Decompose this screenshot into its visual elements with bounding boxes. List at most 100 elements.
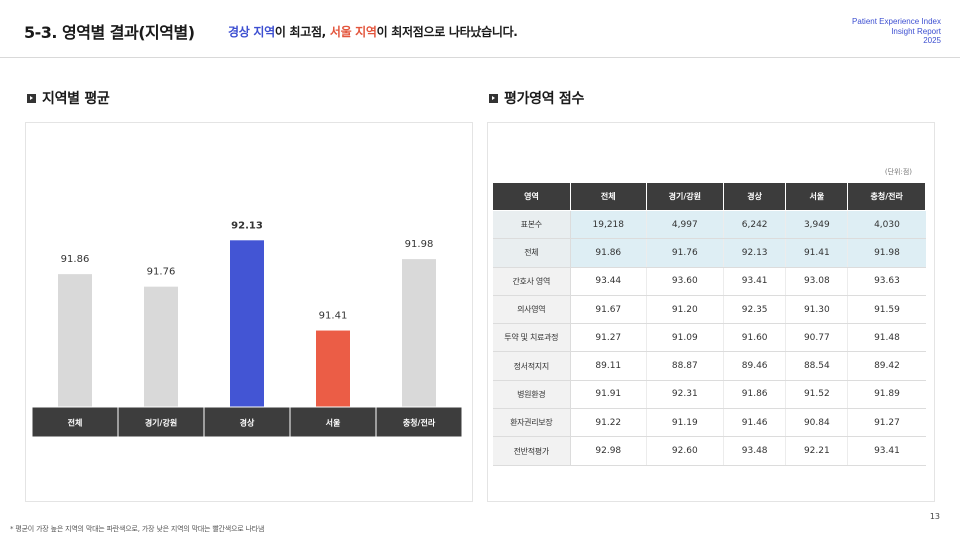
table-cell: 6,242 bbox=[723, 210, 787, 240]
column-header: 전체 bbox=[570, 182, 647, 211]
table-row: 의사영역 91.67 91.20 92.35 91.30 91.59 bbox=[492, 295, 926, 325]
table-cell: 93.48 bbox=[723, 436, 787, 466]
category-band bbox=[31, 406, 119, 438]
table-cell: 89.11 bbox=[570, 351, 647, 381]
table-cell: 88.87 bbox=[646, 351, 725, 381]
table-cell: 4,030 bbox=[847, 210, 926, 240]
left-section-heading: 지역별 평균 bbox=[27, 88, 110, 108]
table-header-row: 영역 전체 경기/강원 경상 서울 충청/전라 bbox=[492, 182, 926, 211]
bar-value-label: 91.86 bbox=[61, 254, 90, 265]
table-cell: 91.67 bbox=[570, 295, 647, 325]
table-cell: 91.86 bbox=[570, 238, 647, 268]
table-cell: 91.48 bbox=[847, 323, 926, 353]
subtitle-text-2: 이 최저점으로 나타났습니다. bbox=[376, 25, 518, 39]
left-section-title: 지역별 평균 bbox=[42, 91, 110, 107]
table-cell: 90.77 bbox=[785, 323, 849, 353]
table-row: 전체 91.86 91.76 92.13 91.41 91.98 bbox=[492, 238, 926, 268]
table-cell: 92.31 bbox=[646, 380, 725, 410]
table-body: 표본수 19,218 4,997 6,242 3,949 4,030 전체 91.86 91.7… bbox=[492, 210, 926, 466]
table-row: 병원환경 91.91 92.31 91.86 91.52 91.89 bbox=[492, 380, 926, 410]
table-cell: 91.52 bbox=[785, 380, 849, 410]
row-label: 표본수 bbox=[492, 210, 571, 240]
table-cell: 91.27 bbox=[847, 408, 926, 438]
column-header: 서울 bbox=[785, 182, 849, 211]
row-label: 의사영역 bbox=[492, 295, 571, 325]
page-subtitle: 경상 지역이 최고점, 서울 지역이 최저점으로 나타났습니다. bbox=[228, 23, 518, 40]
table-cell: 93.08 bbox=[785, 267, 849, 296]
table-cell: 3,949 bbox=[785, 210, 849, 240]
lowest-region-text: 서울 지역 bbox=[329, 25, 377, 39]
table-cell: 90.84 bbox=[785, 408, 849, 438]
table-cell: 88.54 bbox=[785, 351, 849, 381]
table-row: 환자권리보장 91.22 91.19 91.46 90.84 91.27 bbox=[492, 408, 926, 438]
bar-value-label: 91.41 bbox=[319, 311, 348, 322]
bar-4 bbox=[402, 259, 436, 407]
table-row: 정서적지지 89.11 88.87 89.46 88.54 89.42 bbox=[492, 351, 926, 381]
row-label: 간호사 영역 bbox=[492, 267, 571, 296]
table-cell: 91.22 bbox=[570, 408, 647, 438]
table-cell: 93.41 bbox=[847, 436, 926, 466]
row-label: 병원환경 bbox=[492, 380, 571, 410]
category-label: 경기/강원 bbox=[145, 418, 177, 428]
unit-label: (단위:점) bbox=[884, 168, 912, 176]
table-cell: 92.35 bbox=[723, 295, 787, 325]
table-cell: 91.19 bbox=[646, 408, 725, 438]
category-label: 서울 bbox=[326, 418, 341, 428]
bar-3 bbox=[316, 330, 350, 407]
table-cell: 93.63 bbox=[847, 267, 926, 296]
highest-region-text: 경상 지역 bbox=[228, 25, 275, 39]
table-cell: 91.46 bbox=[723, 408, 787, 438]
table-cell: 92.98 bbox=[570, 436, 647, 466]
table-cell: 91.89 bbox=[847, 380, 926, 410]
right-section-heading: 평가영역 점수 bbox=[489, 88, 584, 108]
table-cell: 91.27 bbox=[570, 323, 647, 353]
page-title: 5-3. 영역별 결과(지역별) bbox=[24, 23, 195, 42]
category-label: 충청/전라 bbox=[403, 418, 436, 428]
page-number: 13 bbox=[929, 512, 940, 521]
table-row: 전반적평가 92.98 92.60 93.48 92.21 93.41 bbox=[492, 436, 926, 466]
table-cell: 91.41 bbox=[785, 238, 849, 268]
table-cell: 91.30 bbox=[785, 295, 849, 325]
bar-value-label: 92.13 bbox=[231, 220, 263, 231]
table-cell: 92.21 bbox=[785, 436, 849, 466]
column-header: 충청/전라 bbox=[847, 182, 926, 211]
brand-line-3: 2025 bbox=[923, 36, 941, 45]
table-row: 간호사 영역 93.44 93.60 93.41 93.08 93.63 bbox=[492, 267, 926, 296]
table-cell: 91.20 bbox=[646, 295, 725, 325]
bar-value-label: 91.98 bbox=[405, 239, 434, 250]
table-cell: 4,997 bbox=[646, 210, 725, 240]
regional-average-bar-chart: 91.86 전체 91.76 경기/강원 92.13 경상 91.41 서울 91.98 충청/전… bbox=[31, 220, 463, 438]
subtitle-text-1: 이 최고점, bbox=[274, 25, 330, 39]
category-label: 전체 bbox=[68, 418, 83, 428]
table-cell: 91.86 bbox=[723, 380, 787, 410]
table-cell: 92.13 bbox=[723, 238, 787, 268]
table-cell: 91.91 bbox=[570, 380, 647, 410]
table-cell: 89.46 bbox=[723, 351, 787, 381]
right-section-title: 평가영역 점수 bbox=[504, 91, 585, 107]
brand-line-2: Insight Report bbox=[891, 26, 941, 36]
row-label: 전체 bbox=[492, 238, 571, 268]
regional-average-panel: 91.86 전체 91.76 경기/강원 92.13 경상 91.41 서울 91.98 충청/전… bbox=[25, 122, 473, 502]
category-label: 경상 bbox=[240, 418, 255, 428]
brand-line-1: Patient Experience Index bbox=[852, 17, 941, 26]
table-cell: 91.60 bbox=[723, 323, 787, 353]
category-band bbox=[375, 406, 463, 438]
bar-2 bbox=[230, 240, 264, 407]
category-band bbox=[203, 406, 291, 438]
table-row: 표본수 19,218 4,997 6,242 3,949 4,030 bbox=[492, 210, 926, 240]
column-header: 영역 bbox=[492, 182, 571, 211]
score-table: 영역 전체 경기/강원 경상 서울 충청/전라 표본수 19,218 4,997 6,242 3,… bbox=[492, 182, 926, 466]
footnote: * 평균이 가장 높은 지역의 막대는 파란색으로, 가장 낮은 지역의 막대는… bbox=[10, 525, 265, 533]
bar-1 bbox=[144, 286, 178, 407]
bullet-icon bbox=[27, 93, 36, 103]
bar-value-label: 91.76 bbox=[147, 267, 176, 278]
bar-0 bbox=[58, 274, 92, 407]
bullet-icon bbox=[489, 93, 498, 103]
row-label: 전반적평가 bbox=[492, 436, 571, 466]
table-cell: 92.60 bbox=[646, 436, 725, 466]
column-header: 경기/강원 bbox=[645, 182, 725, 211]
table-cell: 89.42 bbox=[847, 351, 926, 381]
report-brand: Patient Experience Index Insight Report … bbox=[852, 17, 941, 46]
table-cell: 91.59 bbox=[847, 295, 926, 325]
table-cell: 91.98 bbox=[847, 238, 926, 268]
